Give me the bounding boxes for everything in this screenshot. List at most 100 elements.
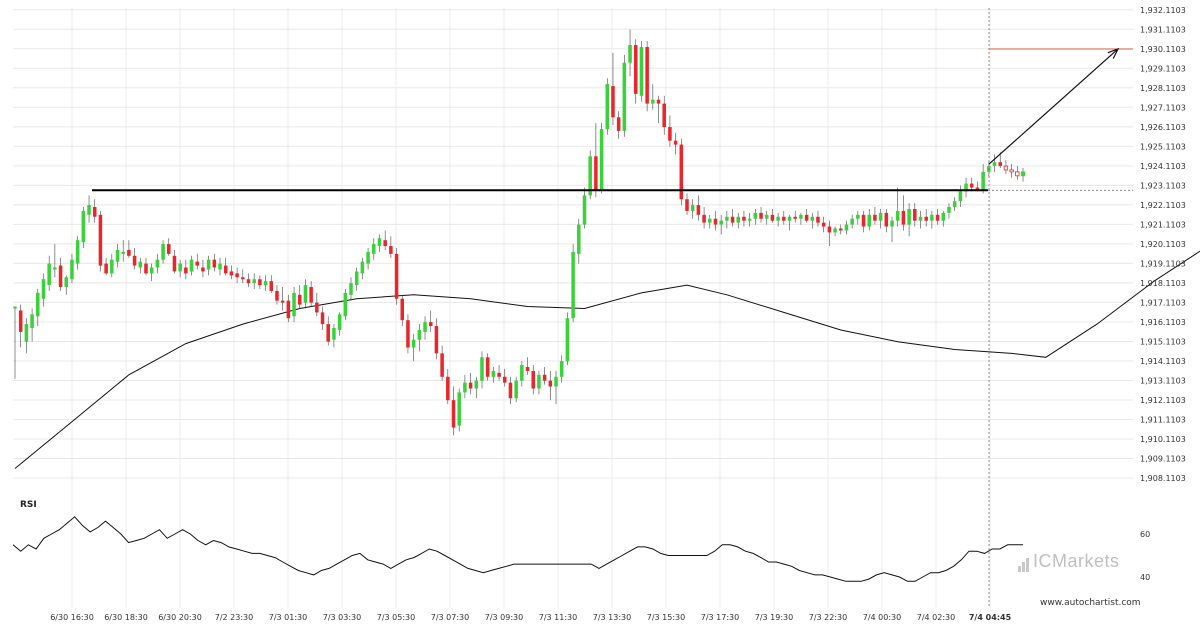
candle-down: [172, 255, 177, 272]
candle-up: [263, 281, 268, 286]
candle-down: [782, 216, 786, 221]
forecast-arrow-shaft: [988, 48, 1119, 165]
candle-down: [969, 183, 974, 188]
price-tick-label: 1,926.1103: [1140, 123, 1186, 132]
candle-up: [87, 205, 91, 215]
price-axis-ticks: 1,908.1103 1,909.1103 1,910.1103 1,911.1103…: [1140, 6, 1186, 483]
candle-up: [958, 191, 963, 202]
candle-up: [582, 195, 587, 225]
candle-down: [616, 117, 621, 131]
time-tick-label: 6/30 18:30: [104, 613, 148, 622]
candle-up: [964, 183, 968, 192]
time-tick-label: 6/30 16:30: [50, 613, 94, 622]
candle-down: [975, 187, 980, 190]
candle-down: [793, 216, 797, 219]
candle-down: [901, 210, 906, 225]
price-tick-label: 1,928.1103: [1140, 84, 1186, 93]
candle-down: [531, 370, 536, 389]
candle-down: [679, 144, 684, 200]
candle-down: [280, 300, 285, 303]
candle-down: [594, 156, 598, 190]
candle-down: [235, 273, 239, 278]
candle-down: [935, 214, 940, 221]
candle-up: [856, 214, 860, 219]
time-tick-label: 7/3 11:30: [539, 613, 577, 622]
candle-down: [201, 267, 205, 272]
price-tick-label: 1,929.1103: [1140, 64, 1186, 73]
price-tick-label: 1,925.1103: [1140, 142, 1186, 151]
candle-up: [417, 329, 422, 340]
price-tick-label: 1,924.1103: [1140, 162, 1186, 171]
candle-down: [873, 214, 877, 221]
rsi-level-ticks: 40 60: [1140, 530, 1150, 582]
candle-up: [622, 62, 627, 131]
candle-up: [930, 214, 934, 221]
brand-watermark: ICMarkets: [1018, 551, 1120, 572]
time-tick-label: 7/3 15:30: [647, 613, 685, 622]
candle-down: [702, 214, 706, 223]
price-tick-label: 1,914.1103: [1140, 357, 1186, 366]
candle-up: [537, 374, 541, 389]
candle-up: [799, 214, 803, 219]
candle-up: [1020, 171, 1026, 177]
candle-down: [742, 216, 746, 221]
candle-down: [92, 207, 97, 217]
brand-logo-icon: [1018, 551, 1030, 572]
brand-name: ICMarkets: [1033, 551, 1120, 571]
candle-up: [736, 216, 741, 223]
candle-down: [144, 263, 148, 274]
candle-up: [918, 216, 923, 221]
candle-up: [161, 244, 165, 260]
candle-down: [884, 212, 889, 227]
candle-down: [269, 281, 274, 291]
candle-down: [1009, 169, 1014, 173]
rsi-level-label: 60: [1140, 530, 1150, 539]
horizontal-gridlines: [13, 9, 1133, 479]
time-tick-label: 7/3 22:30: [809, 613, 847, 622]
candle-down: [229, 271, 234, 276]
candle-up: [890, 220, 894, 227]
candle-down: [394, 253, 399, 299]
candle-down: [440, 353, 444, 377]
vertical-gridlines: [71, 8, 991, 608]
candle-up: [149, 267, 154, 274]
candle-up: [747, 218, 752, 221]
candle-down: [827, 226, 832, 233]
candle-down: [713, 218, 718, 225]
candle-up: [764, 214, 769, 219]
time-tick-label: 7/3 17:30: [701, 613, 739, 622]
candle-down: [98, 214, 103, 266]
time-tick-label: 7/3 13:30: [593, 613, 631, 622]
time-tick-label: 7/3 07:30: [431, 613, 469, 622]
forecast-arrow: [988, 47, 1120, 165]
price-tick-label: 1,917.1103: [1140, 298, 1186, 307]
price-tick-label: 1,920.1103: [1140, 240, 1186, 249]
candle-down: [730, 216, 735, 223]
candle-down: [816, 216, 820, 223]
candle-down: [508, 382, 513, 399]
time-tick-label: 7/3 01:30: [269, 613, 307, 622]
candlestick-series: [13, 29, 1026, 436]
moving-average-line: [14, 250, 1200, 469]
candle-up: [53, 267, 57, 270]
candle-up: [690, 205, 695, 211]
candle-down: [759, 212, 763, 219]
candle-up: [719, 220, 723, 225]
price-tick-label: 1,927.1103: [1140, 103, 1186, 112]
candle-up: [70, 259, 74, 280]
candle-up: [121, 251, 125, 254]
candle-down: [389, 246, 393, 254]
candle-down: [241, 277, 245, 280]
candle-up: [844, 224, 849, 231]
candle-up: [941, 212, 946, 221]
candle-up: [366, 251, 370, 264]
candle-down: [127, 249, 131, 256]
candle-up: [907, 208, 911, 225]
candle-up: [423, 322, 427, 332]
candle-down: [502, 376, 507, 383]
candle-down: [406, 320, 410, 348]
candle-up: [64, 277, 69, 288]
candle-up: [810, 216, 815, 221]
candle-up: [337, 314, 342, 330]
